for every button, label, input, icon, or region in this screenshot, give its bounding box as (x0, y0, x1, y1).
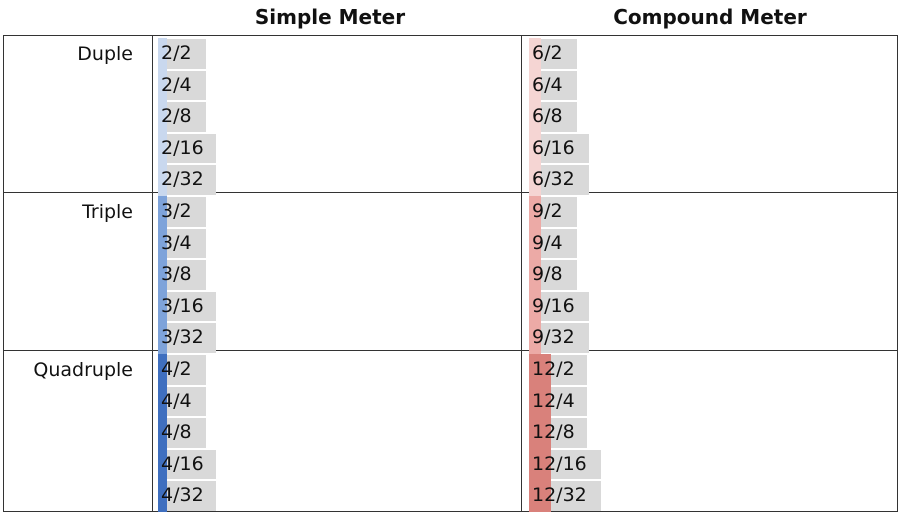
time-signature: 3/4 (158, 227, 206, 259)
column-divider (521, 36, 522, 511)
cell-shading (158, 291, 216, 321)
simple-signatures-duple: 2/2 2/4 2/8 2/16 2/32 (158, 38, 216, 196)
meter-color-bar (158, 164, 167, 196)
time-signature: 2/2 (158, 38, 206, 70)
time-signature: 4/32 (158, 480, 216, 512)
time-signature: 6/4 (529, 69, 577, 101)
time-signature: 2/8 (158, 101, 206, 133)
time-signature: 2/4 (158, 69, 206, 101)
meter-color-bar (529, 480, 551, 512)
time-signature: 6/16 (529, 132, 589, 164)
meter-color-bar (158, 417, 167, 449)
meter-color-bar (529, 259, 541, 291)
meter-color-bar (529, 227, 541, 259)
meter-color-bar (529, 196, 541, 228)
meter-table: Duple Triple Quadruple 2/2 2/4 2/8 2/16 … (3, 35, 898, 512)
meter-color-bar (158, 101, 167, 133)
meter-color-bar (529, 69, 541, 101)
time-signature: 12/16 (529, 448, 601, 480)
compound-meter-header: Compound Meter (613, 5, 807, 29)
row-divider (4, 192, 897, 193)
meter-color-bar (158, 132, 167, 164)
meter-color-bar (158, 38, 167, 70)
meter-color-bar (529, 354, 551, 386)
meter-color-bar (158, 227, 167, 259)
time-signature: 6/2 (529, 38, 577, 70)
time-signature: 3/8 (158, 259, 206, 291)
meter-color-bar (529, 417, 551, 449)
meter-color-bar (529, 164, 541, 196)
row-divider (4, 350, 897, 351)
cell-shading (158, 133, 216, 163)
time-signature: 12/32 (529, 480, 601, 512)
time-signature: 4/8 (158, 417, 206, 449)
simple-signatures-triple: 3/2 3/4 3/8 3/16 3/32 (158, 196, 216, 354)
meter-color-bar (158, 196, 167, 228)
cell-shading (158, 165, 216, 195)
meter-color-bar (529, 38, 541, 70)
meter-color-bar (529, 385, 551, 417)
meter-color-bar (529, 132, 541, 164)
compound-signatures-triple: 9/2 9/4 9/8 9/16 9/32 (529, 196, 589, 354)
time-signature: 12/4 (529, 385, 587, 417)
time-signature: 2/16 (158, 132, 216, 164)
time-signature: 12/8 (529, 417, 587, 449)
time-signature: 9/16 (529, 290, 589, 322)
time-signature: 6/32 (529, 164, 589, 196)
meter-color-bar (158, 69, 167, 101)
cell-shading (158, 481, 216, 511)
time-signature: 12/2 (529, 354, 587, 386)
meter-color-bar (529, 290, 541, 322)
time-signature: 4/2 (158, 354, 206, 386)
row-label-quadruple: Quadruple (33, 359, 133, 381)
column-divider (152, 36, 153, 511)
compound-signatures-duple: 6/2 6/4 6/8 6/16 6/32 (529, 38, 589, 196)
meter-color-bar (158, 448, 167, 480)
time-signature: 6/8 (529, 101, 577, 133)
meter-color-bar (158, 290, 167, 322)
time-signature: 9/8 (529, 259, 577, 291)
meter-color-bar (158, 354, 167, 386)
meter-color-bar (158, 385, 167, 417)
meter-color-bar (529, 101, 541, 133)
time-signature: 3/16 (158, 290, 216, 322)
time-signature: 3/2 (158, 196, 206, 228)
meter-color-bar (158, 322, 167, 354)
meter-color-bar (529, 322, 541, 354)
simple-signatures-quadruple: 4/2 4/4 4/8 4/16 4/32 (158, 354, 216, 512)
simple-meter-header: Simple Meter (254, 5, 406, 29)
meter-color-bar (158, 480, 167, 512)
time-signature: 3/32 (158, 322, 216, 354)
compound-signatures-quadruple: 12/2 12/4 12/8 12/16 12/32 (529, 354, 601, 512)
row-label-duple: Duple (77, 43, 133, 65)
row-label-triple: Triple (82, 201, 133, 223)
time-signature: 4/4 (158, 385, 206, 417)
meter-color-bar (529, 448, 551, 480)
time-signature: 2/32 (158, 164, 216, 196)
meter-color-bar (158, 259, 167, 291)
time-signature: 9/4 (529, 227, 577, 259)
cell-shading (158, 323, 216, 353)
time-signature: 9/2 (529, 196, 577, 228)
time-signature: 4/16 (158, 448, 216, 480)
cell-shading (158, 449, 216, 479)
time-signature: 9/32 (529, 322, 589, 354)
